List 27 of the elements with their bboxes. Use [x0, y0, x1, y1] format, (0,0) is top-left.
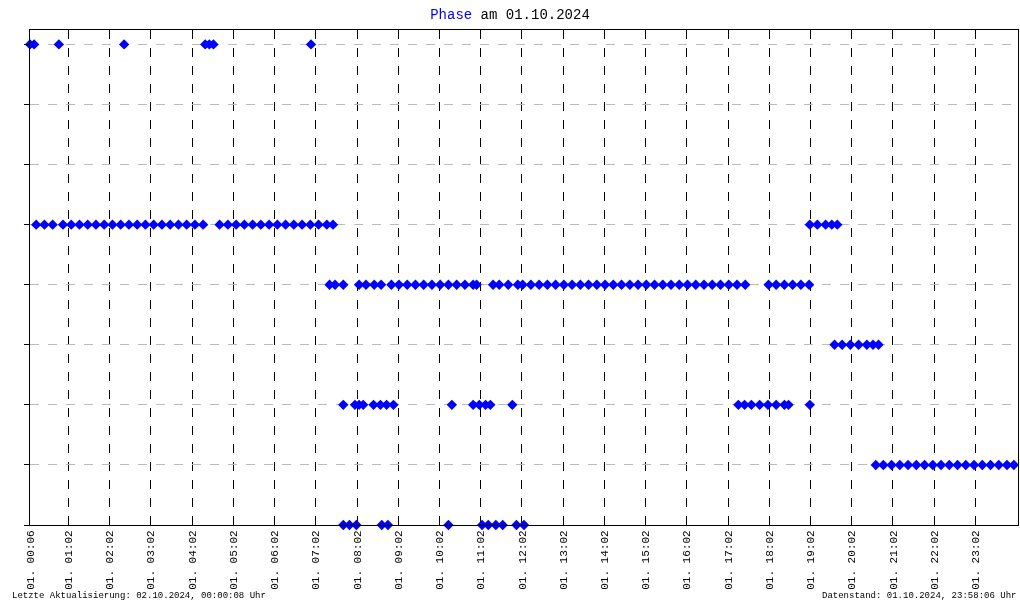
x-tick-label: 01. 13:02 [557, 530, 570, 590]
x-tick-label: 01. 03:02 [145, 530, 158, 590]
x-tick-label: 01. 01:02 [63, 530, 76, 590]
chart-title: Phase am 01.10.2024 [430, 6, 590, 23]
x-tick-label: 01. 04:02 [186, 530, 199, 590]
x-tick-label: 01. 06:02 [269, 530, 282, 590]
x-tick-label: 01. 18:02 [763, 530, 776, 590]
x-tick-label: 01. 19:02 [805, 530, 818, 590]
x-tick-label: 01. 23:02 [969, 530, 982, 590]
x-tick-label: 01. 11:02 [475, 530, 488, 590]
x-tick-label: 01. 07:02 [310, 530, 323, 590]
x-tick-label: 01. 22:02 [928, 530, 941, 590]
x-tick-label: 01. 08:02 [351, 530, 364, 590]
x-tick-label: 01. 17:02 [722, 530, 735, 590]
x-tick-label: 01. 16:02 [681, 530, 694, 590]
x-tick-label: 01. 20:02 [846, 530, 859, 590]
x-tick-label: 01. 15:02 [640, 530, 653, 590]
text: Datenstand: 01.10.2024, 23:58:06 Uhr [822, 591, 1017, 601]
x-tick-label: 01. 14:02 [598, 530, 611, 590]
x-tick-label: 01. 05:02 [227, 530, 240, 590]
x-tick-label: 01. 02:02 [104, 530, 117, 590]
x-tick-label: 01. 00:06 [24, 530, 37, 590]
x-tick-label: 01. 12:02 [516, 530, 529, 590]
x-tick-label: 01. 21:02 [887, 530, 900, 590]
x-tick-label: 01. 09:02 [392, 530, 405, 590]
x-tick-label: 01. 10:02 [434, 530, 447, 590]
text: Letzte Aktualisierung: 02.10.2024, 00:00:08 Uhr [12, 591, 266, 601]
